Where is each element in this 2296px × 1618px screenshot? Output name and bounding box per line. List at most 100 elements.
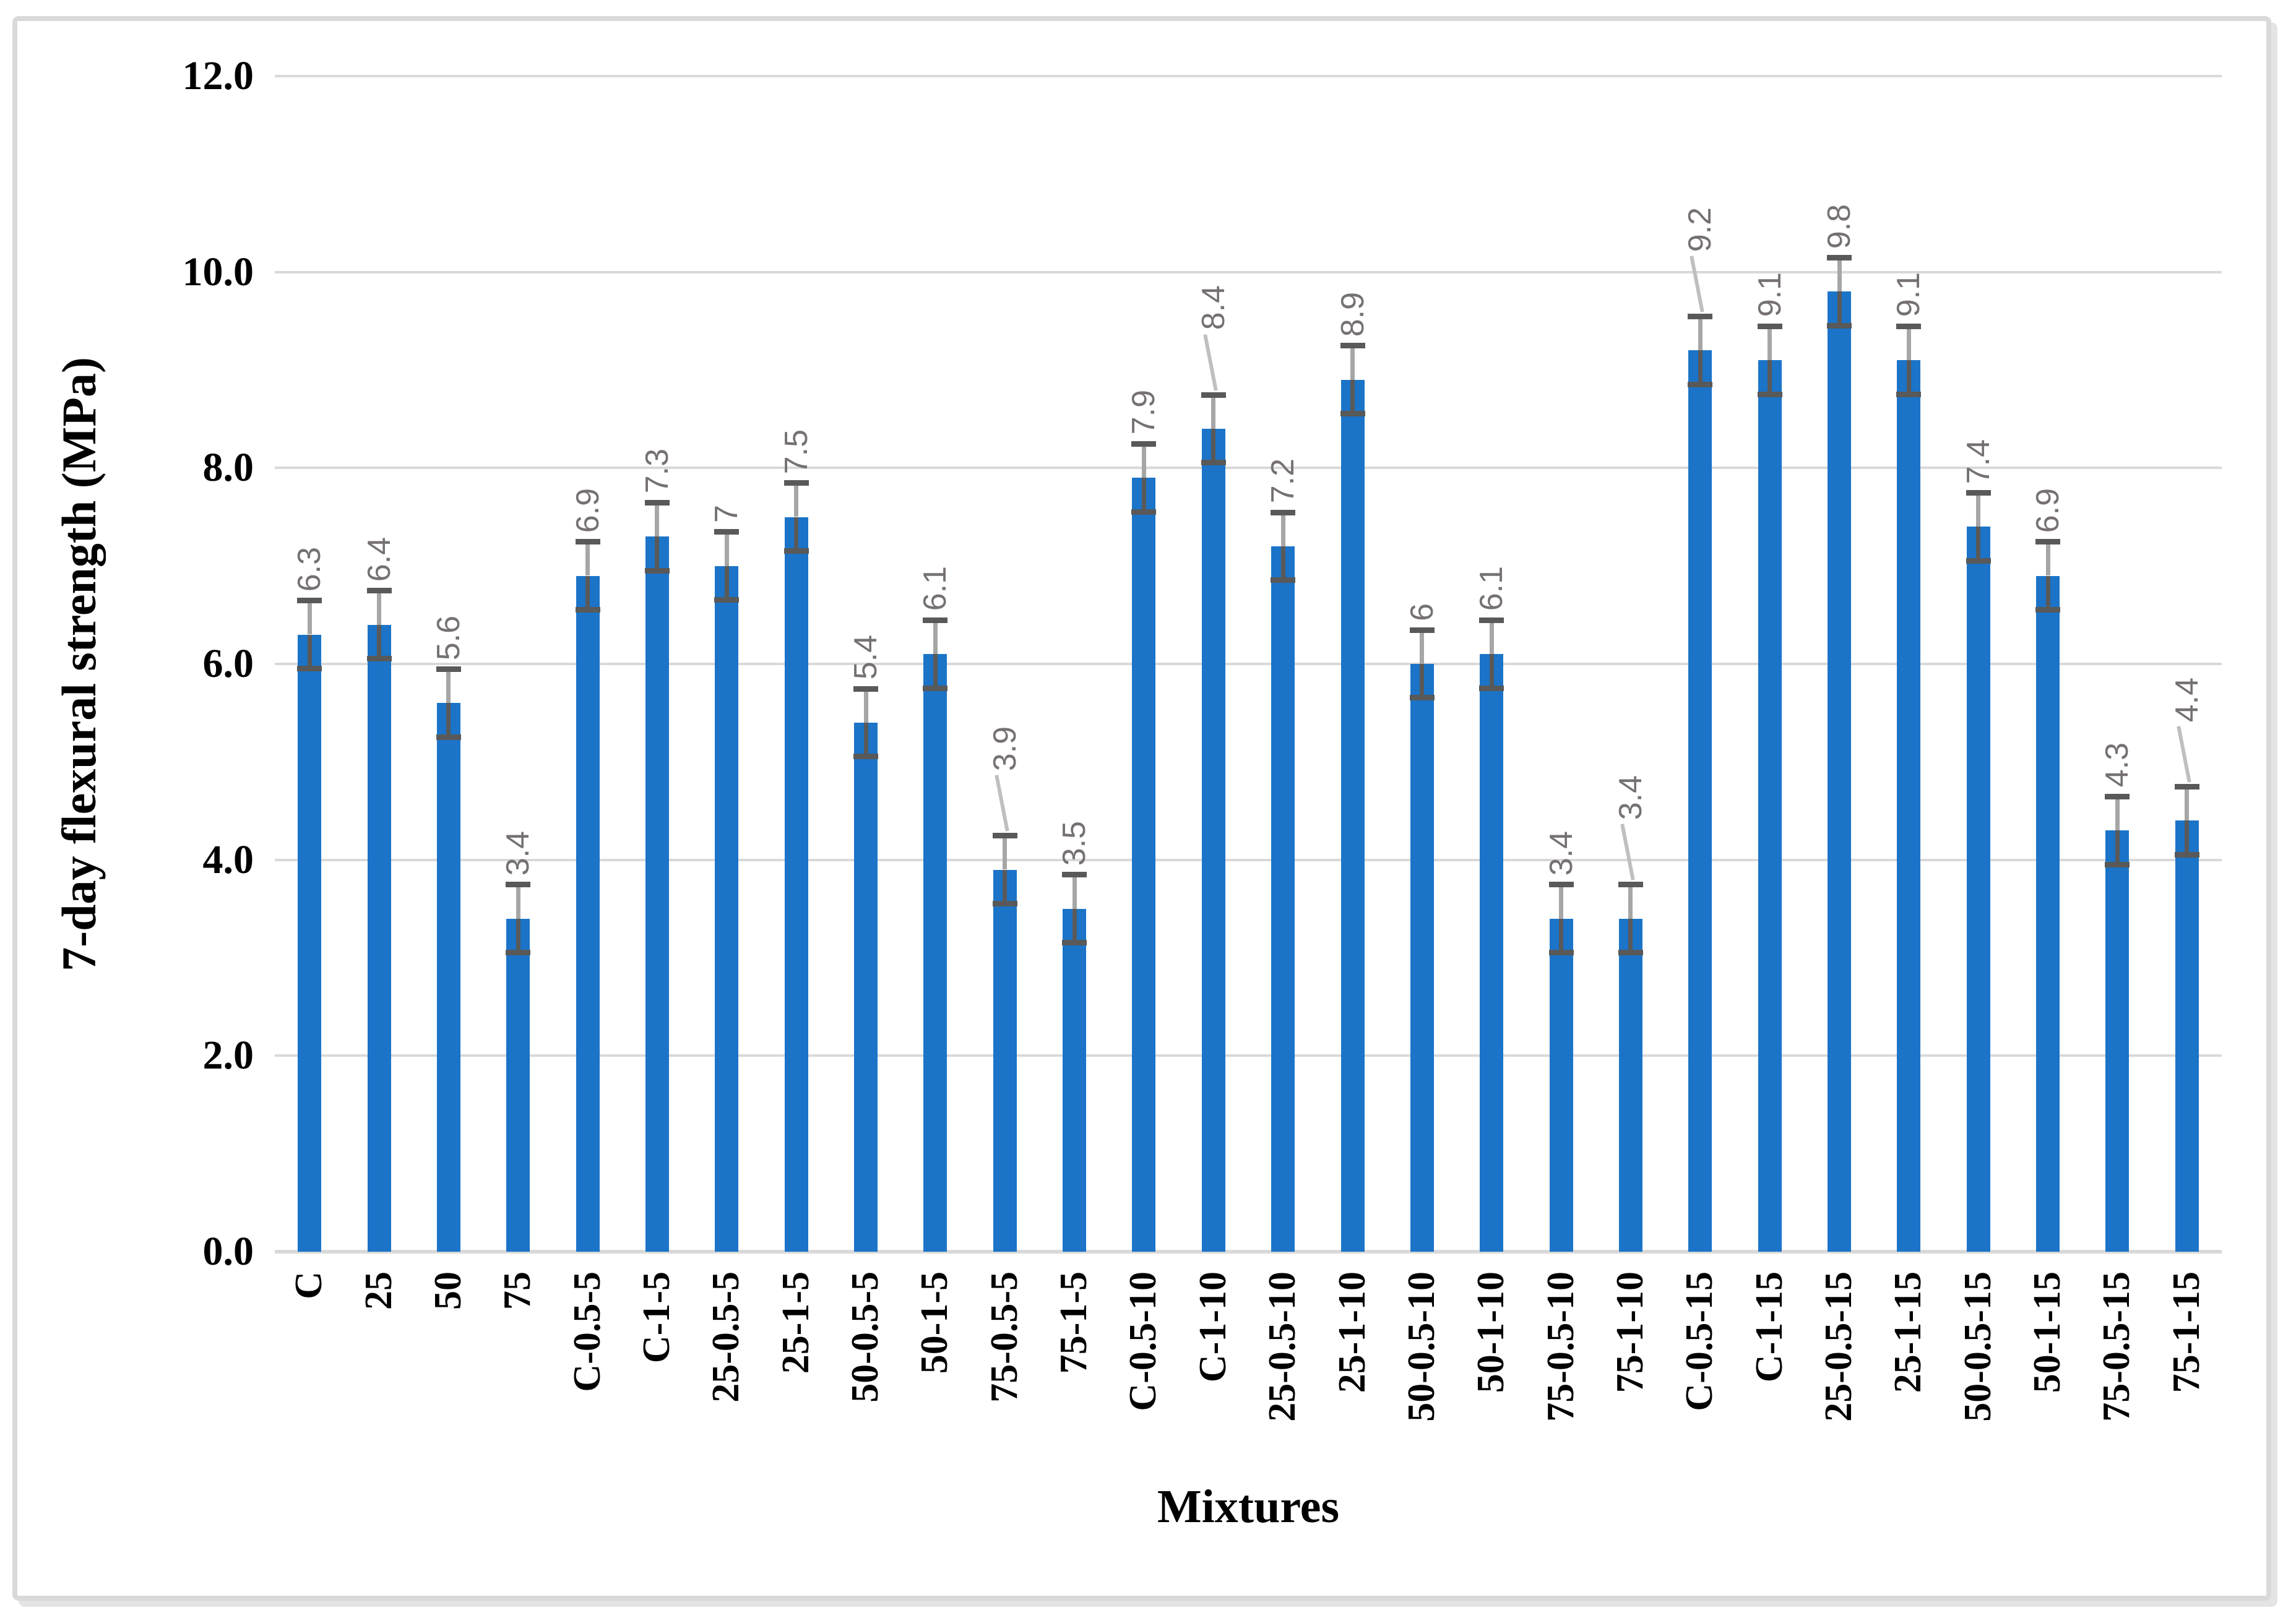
bar-value-label: 6.4 xyxy=(361,536,397,582)
error-bar-lower-line xyxy=(1420,664,1425,699)
bar-value-label: 7.4 xyxy=(1960,439,1996,484)
error-bar-cap-bottom xyxy=(1271,577,1296,583)
bar xyxy=(854,723,878,1252)
error-bar-cap-bottom xyxy=(714,597,740,603)
error-bar-cap-top xyxy=(1548,882,1574,888)
bar xyxy=(1410,664,1434,1252)
error-bar-cap-top xyxy=(2105,793,2130,799)
bar xyxy=(923,654,947,1252)
bar-value-label: 4.4 xyxy=(2169,677,2205,722)
y-axis-tick-label: 12.0 xyxy=(182,53,254,98)
x-axis-tick-label: 25-1-15 xyxy=(1887,1272,1930,1393)
error-bar-cap-bottom xyxy=(1340,411,1365,417)
gridline xyxy=(275,75,2222,77)
error-bar-cap-bottom xyxy=(853,754,879,760)
bar-value-label: 7.3 xyxy=(639,449,675,494)
bar xyxy=(1688,350,1712,1252)
gridline xyxy=(275,467,2222,470)
error-bar-lower-line xyxy=(1072,908,1077,944)
bar xyxy=(1480,654,1504,1252)
error-bar-upper-line xyxy=(933,619,938,655)
error-bar-upper-line xyxy=(1489,619,1494,655)
x-axis-tick-label: 25-0.5-5 xyxy=(705,1272,748,1403)
error-bar-lower-line xyxy=(2185,820,2190,855)
bar xyxy=(436,703,460,1252)
error-bar-upper-line xyxy=(516,884,520,919)
bar xyxy=(715,566,739,1252)
bar xyxy=(2105,830,2130,1252)
bar-value-label: 9.1 xyxy=(1751,272,1788,317)
x-axis-tick-label: 50-1-15 xyxy=(2026,1272,2069,1393)
bar-value-label: 3.4 xyxy=(1612,775,1649,820)
error-bar-upper-line xyxy=(1976,492,1981,527)
error-bar-lower-line xyxy=(1628,918,1633,953)
error-bar-cap-bottom xyxy=(644,567,670,574)
error-bar-cap-bottom xyxy=(436,734,461,740)
gridline xyxy=(275,1250,2222,1254)
error-bar-lower-line xyxy=(1003,869,1008,904)
bar xyxy=(1897,360,1921,1252)
error-bar-upper-line xyxy=(2115,796,2120,831)
error-bar-lower-line xyxy=(1698,350,1703,385)
error-bar-upper-line xyxy=(2185,786,2190,821)
x-axis-tick-label: 50 xyxy=(426,1272,469,1310)
error-bar-upper-line xyxy=(585,541,590,576)
error-bar-lower-line xyxy=(516,918,520,953)
error-bar-lower-line xyxy=(307,634,312,669)
error-bar-cap-bottom xyxy=(1548,950,1574,956)
error-bar-lower-line xyxy=(446,703,451,738)
y-axis-tick-label: 4.0 xyxy=(202,837,254,882)
bar xyxy=(1132,478,1156,1252)
error-bar-upper-line xyxy=(1559,884,1564,919)
error-bar-upper-line xyxy=(794,483,799,517)
bar-value-label: 5.6 xyxy=(430,615,467,660)
error-bar-cap-top xyxy=(1688,313,1713,319)
x-axis-tick-label: C xyxy=(288,1272,330,1299)
error-bar-lower-line xyxy=(1280,546,1285,581)
label-leader-line xyxy=(1690,256,1705,312)
x-axis-tick-label: 25 xyxy=(357,1272,400,1310)
error-bar-upper-line xyxy=(1698,316,1703,351)
x-axis-tick-label: 75-0.5-15 xyxy=(2095,1272,2138,1422)
error-bar-upper-line xyxy=(1141,443,1146,478)
bar-value-label: 7.5 xyxy=(778,429,814,475)
x-axis-tick-label: 25-1-10 xyxy=(1331,1272,1373,1393)
error-bar-upper-line xyxy=(1350,345,1355,380)
error-bar-upper-line xyxy=(863,688,868,723)
error-bar-upper-line xyxy=(724,531,729,566)
bar xyxy=(1618,918,1642,1252)
x-axis-tick-label: 50-1-5 xyxy=(913,1272,956,1374)
gridline xyxy=(275,270,2222,273)
error-bar-cap-bottom xyxy=(923,685,948,691)
error-bar-upper-line xyxy=(1837,257,1842,292)
bar-value-label: 6.9 xyxy=(569,488,606,533)
x-axis-tick-label: 50-0.5-10 xyxy=(1400,1272,1443,1422)
bar-value-label: 3.4 xyxy=(500,830,537,876)
error-bar-cap-bottom xyxy=(1827,322,1852,329)
bar-value-label: 7.9 xyxy=(1126,390,1162,435)
error-bar-cap-top xyxy=(853,686,879,692)
error-bar-cap-top xyxy=(1896,323,1922,329)
bar xyxy=(993,869,1017,1252)
error-bar-cap-bottom xyxy=(1201,460,1226,466)
x-axis-tick-label: 50-1-10 xyxy=(1470,1272,1513,1393)
error-bar-upper-line xyxy=(1420,629,1425,664)
bar-value-label: 3.5 xyxy=(1056,821,1093,866)
error-bar-cap-bottom xyxy=(297,665,322,671)
error-bar-lower-line xyxy=(2045,575,2050,610)
error-bar-cap-top xyxy=(783,480,809,486)
error-bar-lower-line xyxy=(655,536,660,571)
error-bar-lower-line xyxy=(377,624,382,660)
bar xyxy=(367,624,391,1252)
y-axis-tick-label: 0.0 xyxy=(202,1229,254,1274)
bar-value-label: 9.1 xyxy=(1891,272,1927,317)
bar-value-label: 6.3 xyxy=(291,546,328,592)
error-bar-upper-line xyxy=(1211,394,1216,429)
error-bar-lower-line xyxy=(1559,918,1564,953)
error-bar-cap-bottom xyxy=(992,900,1017,906)
y-axis-tick-label: 8.0 xyxy=(202,445,254,491)
error-bar-cap-top xyxy=(297,598,322,604)
bar-value-label: 8.4 xyxy=(1195,285,1232,330)
error-bar-cap-bottom xyxy=(366,656,392,662)
error-bar-cap-bottom xyxy=(1896,391,1922,397)
